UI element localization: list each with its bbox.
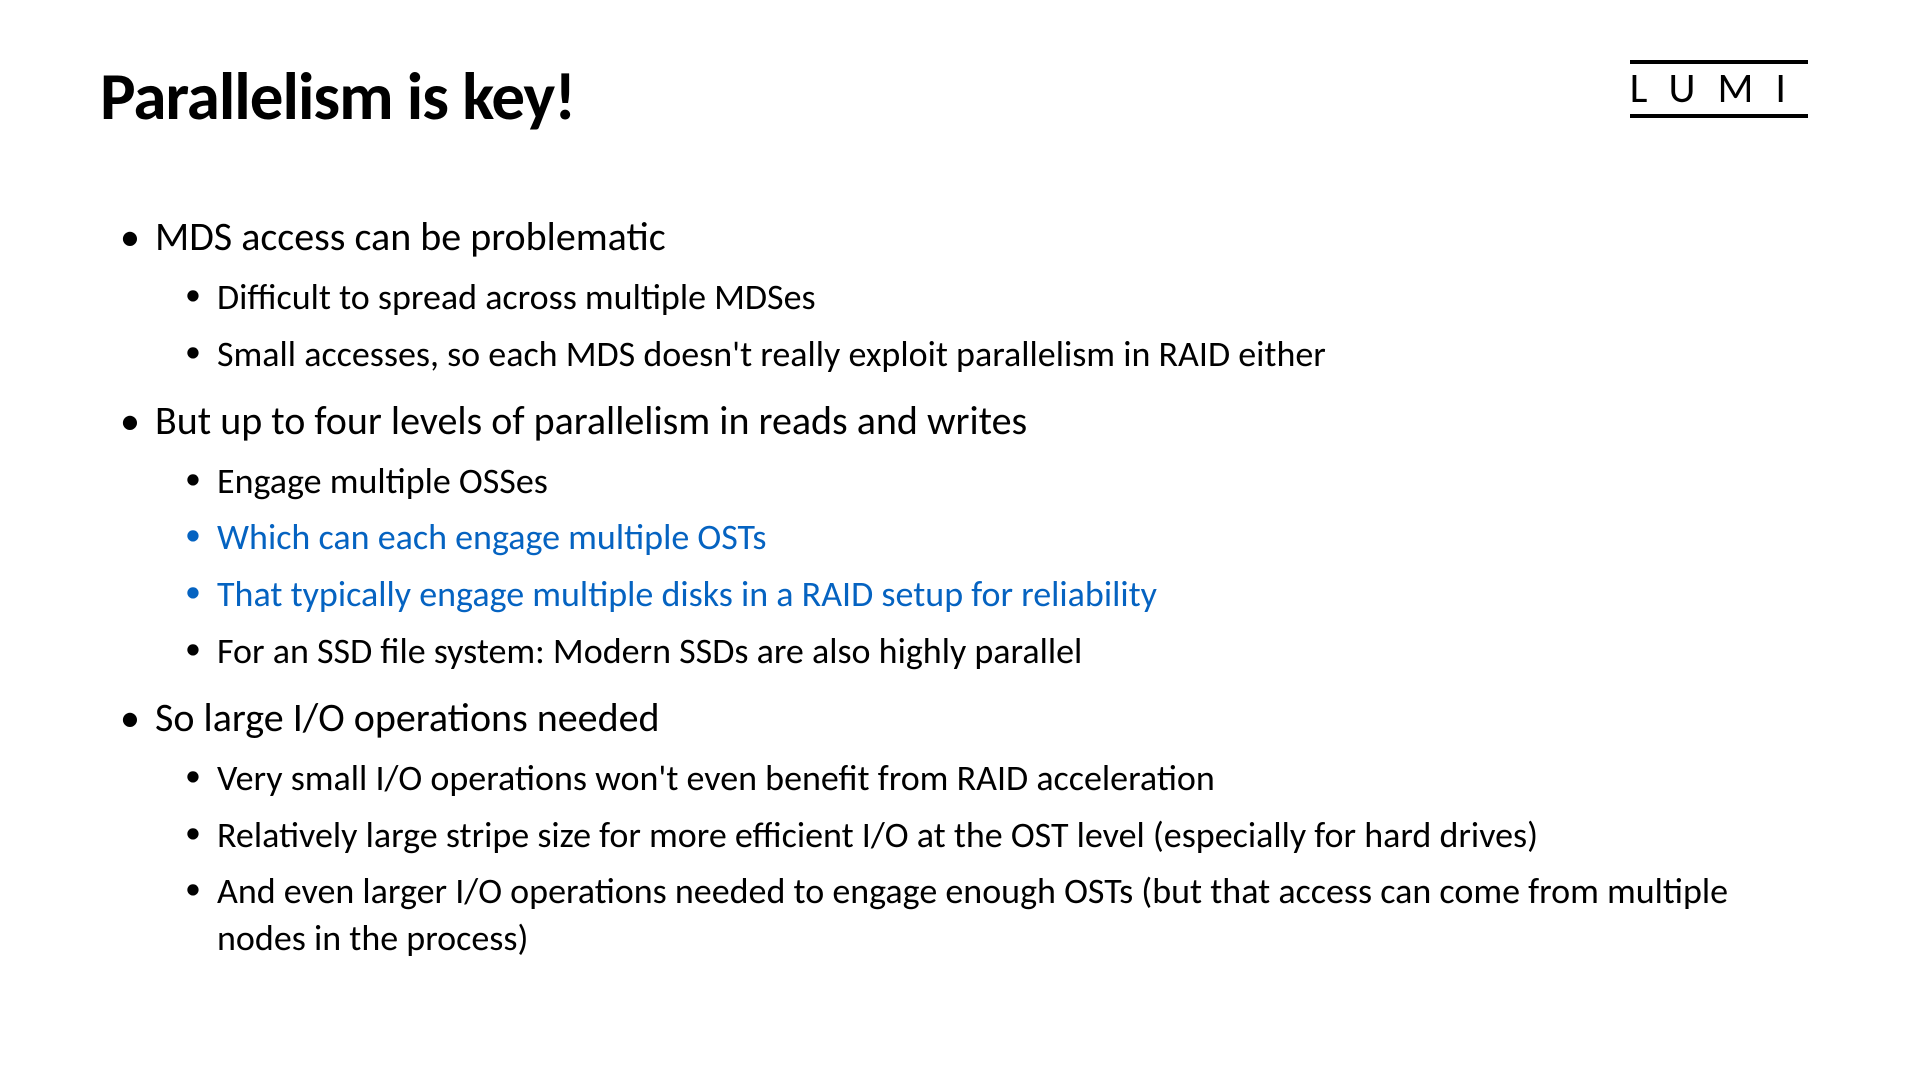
bullet-l1: But up to four levels of parallelism in … [120,396,1820,446]
slide-title: Parallelism is key! [100,55,575,137]
slide-content: MDS access can be problematic Difficult … [100,212,1820,962]
bullet-l2: Very small I/O operations won't even ben… [185,755,1820,802]
bullet-l2: And even larger I/O operations needed to… [185,868,1820,962]
lumi-logo: LUMI [1630,60,1808,118]
bullet-l2: Relatively large stripe size for more ef… [185,812,1820,859]
bullet-group-1: MDS access can be problematic Difficult … [100,212,1820,378]
bullet-l2: For an SSD file system: Modern SSDs are … [185,628,1820,675]
bullet-l2: Difficult to spread across multiple MDSe… [185,274,1820,321]
bullet-l2-highlight: Which can each engage multiple OSTs [185,514,1820,561]
bullet-l2: Engage multiple OSSes [185,458,1820,505]
bullet-l2: Small accesses, so each MDS doesn't real… [185,331,1820,378]
slide-container: Parallelism is key! LUMI MDS access can … [0,0,1920,1080]
bullet-group-2: But up to four levels of parallelism in … [100,396,1820,675]
bullet-group-3: So large I/O operations needed Very smal… [100,693,1820,962]
slide-header: Parallelism is key! LUMI [100,55,1820,137]
bullet-l1: MDS access can be problematic [120,212,1820,262]
bullet-l2-highlight: That typically engage multiple disks in … [185,571,1820,618]
bullet-l1: So large I/O operations needed [120,693,1820,743]
